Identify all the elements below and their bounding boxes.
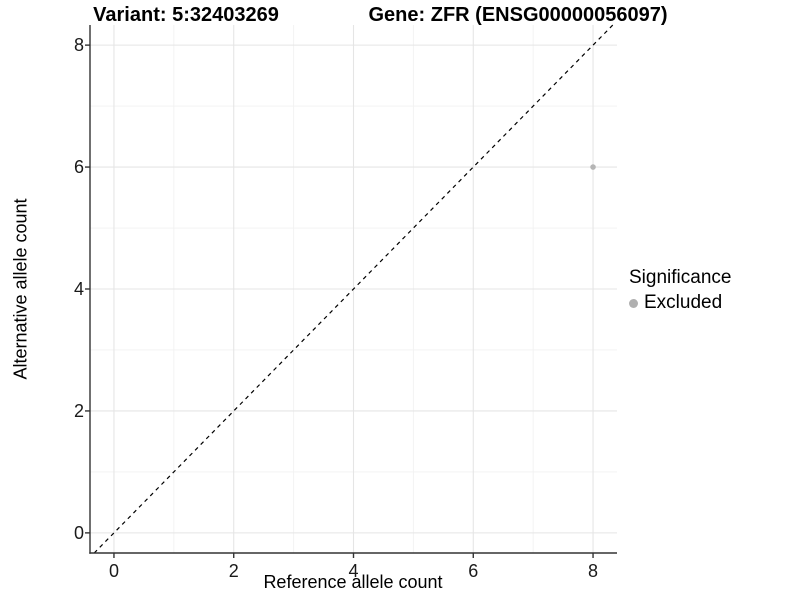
x-tick-label: 2 [228, 561, 239, 581]
plot-title-gene: Gene: ZFR (ENSG00000056097) [368, 4, 668, 26]
plot-title-variant: Variant: 5:32403269 [93, 4, 279, 26]
legend-title: Significance [629, 267, 732, 288]
legend: Significance Excluded [629, 266, 731, 314]
legend-point-icon [629, 298, 638, 308]
x-tick-label: 0 [108, 561, 119, 581]
legend-item-excluded: Excluded [629, 292, 731, 314]
x-tick-label: 6 [468, 561, 479, 581]
y-tick-label: 0 [73, 522, 84, 543]
x-tick-label: 8 [588, 561, 599, 581]
y-axis-title: Alternative allele count [10, 198, 31, 380]
legend-item-label: Excluded [644, 292, 723, 313]
x-tick-label: 4 [348, 561, 359, 581]
data-point [590, 164, 596, 170]
y-tick-label: 6 [73, 157, 84, 178]
y-tick-label: 2 [73, 400, 84, 421]
identity-reference-line [93, 24, 614, 554]
y-tick-label: 8 [73, 35, 84, 56]
x-axis-title: Reference allele count [263, 572, 443, 592]
y-tick-label: 4 [73, 279, 84, 299]
